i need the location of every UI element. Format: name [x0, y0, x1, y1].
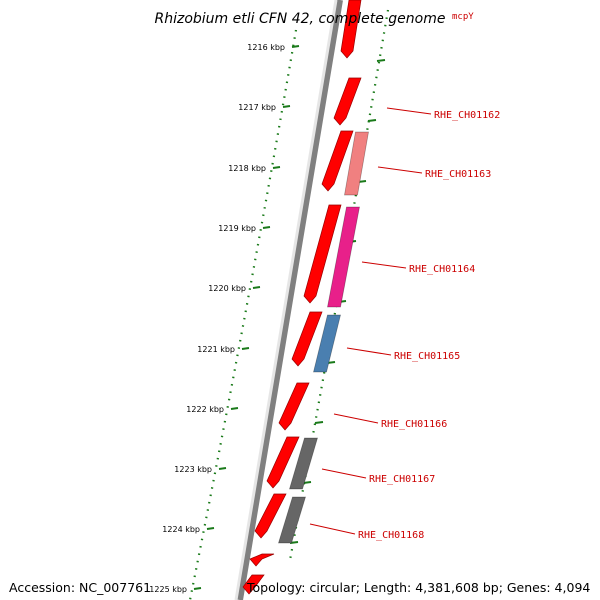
cds-arrow: [266, 436, 300, 489]
cds-arrow: [291, 311, 323, 367]
ruler-tick: [193, 587, 202, 590]
gene-block: [327, 206, 360, 308]
ruler-tick: [230, 407, 239, 410]
genome-backbone: [234, 0, 343, 600]
ruler-tick-right: [314, 421, 324, 424]
gene-leader-line: [309, 523, 356, 535]
cds-arrow: [303, 204, 342, 304]
ruler-tick-right: [376, 59, 386, 62]
gene-block: [278, 496, 306, 544]
gene-leader-line: [333, 413, 379, 424]
ruler-tick: [272, 166, 281, 169]
ruler-label: 1217 kbp: [238, 103, 276, 112]
ruler-dots-left: [188, 29, 298, 600]
gene-label: RHE_CH01166: [381, 419, 447, 430]
cds-track: [242, 0, 362, 595]
topology-text: Topology: circular; Length: 4,381,608 bp…: [247, 580, 591, 595]
ruler-tick: [206, 527, 215, 530]
ruler-label: 1222 kbp: [186, 405, 224, 414]
backbone-line: [237, 0, 343, 600]
kbp-ruler: 1216 kbp 1217 kbp 1218 kbp 1219 kbp 1220 kbp…: [149, 9, 390, 600]
gene-label: RHE_CH01167: [369, 474, 435, 485]
gene-block: [313, 314, 341, 373]
gene-label: RHE_CH01165: [394, 351, 460, 362]
gene-label: RHE_CH01162: [434, 110, 500, 121]
gene-block: [289, 437, 318, 490]
cds-arrow: [249, 553, 275, 567]
ruler-label: 1224 kbp: [162, 525, 200, 534]
ruler-tick: [218, 467, 227, 470]
ruler-label: 1220 kbp: [208, 284, 246, 293]
gene-leader-line: [386, 107, 432, 115]
ruler-label: 1218 kbp: [228, 164, 266, 173]
gene-leader-line: [361, 261, 407, 269]
gene-labels: RHE_CH01162 RHE_CH01163 RHE_CH01164 RHE_CH0…: [309, 107, 500, 541]
ruler-tick: [262, 226, 271, 229]
ruler-tick-right: [302, 481, 312, 484]
ruler-tick-right: [367, 119, 377, 122]
ruler-label: 1219 kbp: [218, 224, 256, 233]
backbone-shadow: [234, 0, 338, 600]
gene-leader-line: [346, 347, 392, 356]
accession-text: Accession: NC_007761: [9, 580, 152, 595]
top-gene-label: mcpY: [452, 12, 474, 22]
cds-arrow: [278, 382, 310, 431]
gene-block: [344, 131, 369, 196]
cds-arrow: [242, 574, 265, 595]
ruler-tick: [291, 45, 300, 48]
gene-label: RHE_CH01168: [358, 530, 424, 541]
cds-arrow: [254, 493, 287, 539]
gene-leader-line: [321, 468, 367, 479]
gene-track: [278, 131, 369, 544]
map-title: Rhizobium etli CFN 42, complete genome: [155, 11, 446, 27]
ruler-tick: [252, 286, 261, 289]
gene-label: RHE_CH01163: [425, 169, 491, 180]
gene-label: RHE_CH01164: [409, 264, 475, 275]
ruler-tick: [241, 347, 250, 350]
cds-arrow: [340, 0, 362, 59]
cds-arrow: [333, 77, 362, 126]
ruler-tick: [282, 105, 291, 108]
ruler-label: 1216 kbp: [247, 43, 285, 52]
gene-leader-line: [377, 166, 423, 174]
ruler-label: 1223 kbp: [174, 465, 212, 474]
ruler-label: 1225 kbp: [149, 585, 187, 594]
cds-arrow: [321, 130, 354, 192]
ruler-label: 1221 kbp: [197, 345, 235, 354]
